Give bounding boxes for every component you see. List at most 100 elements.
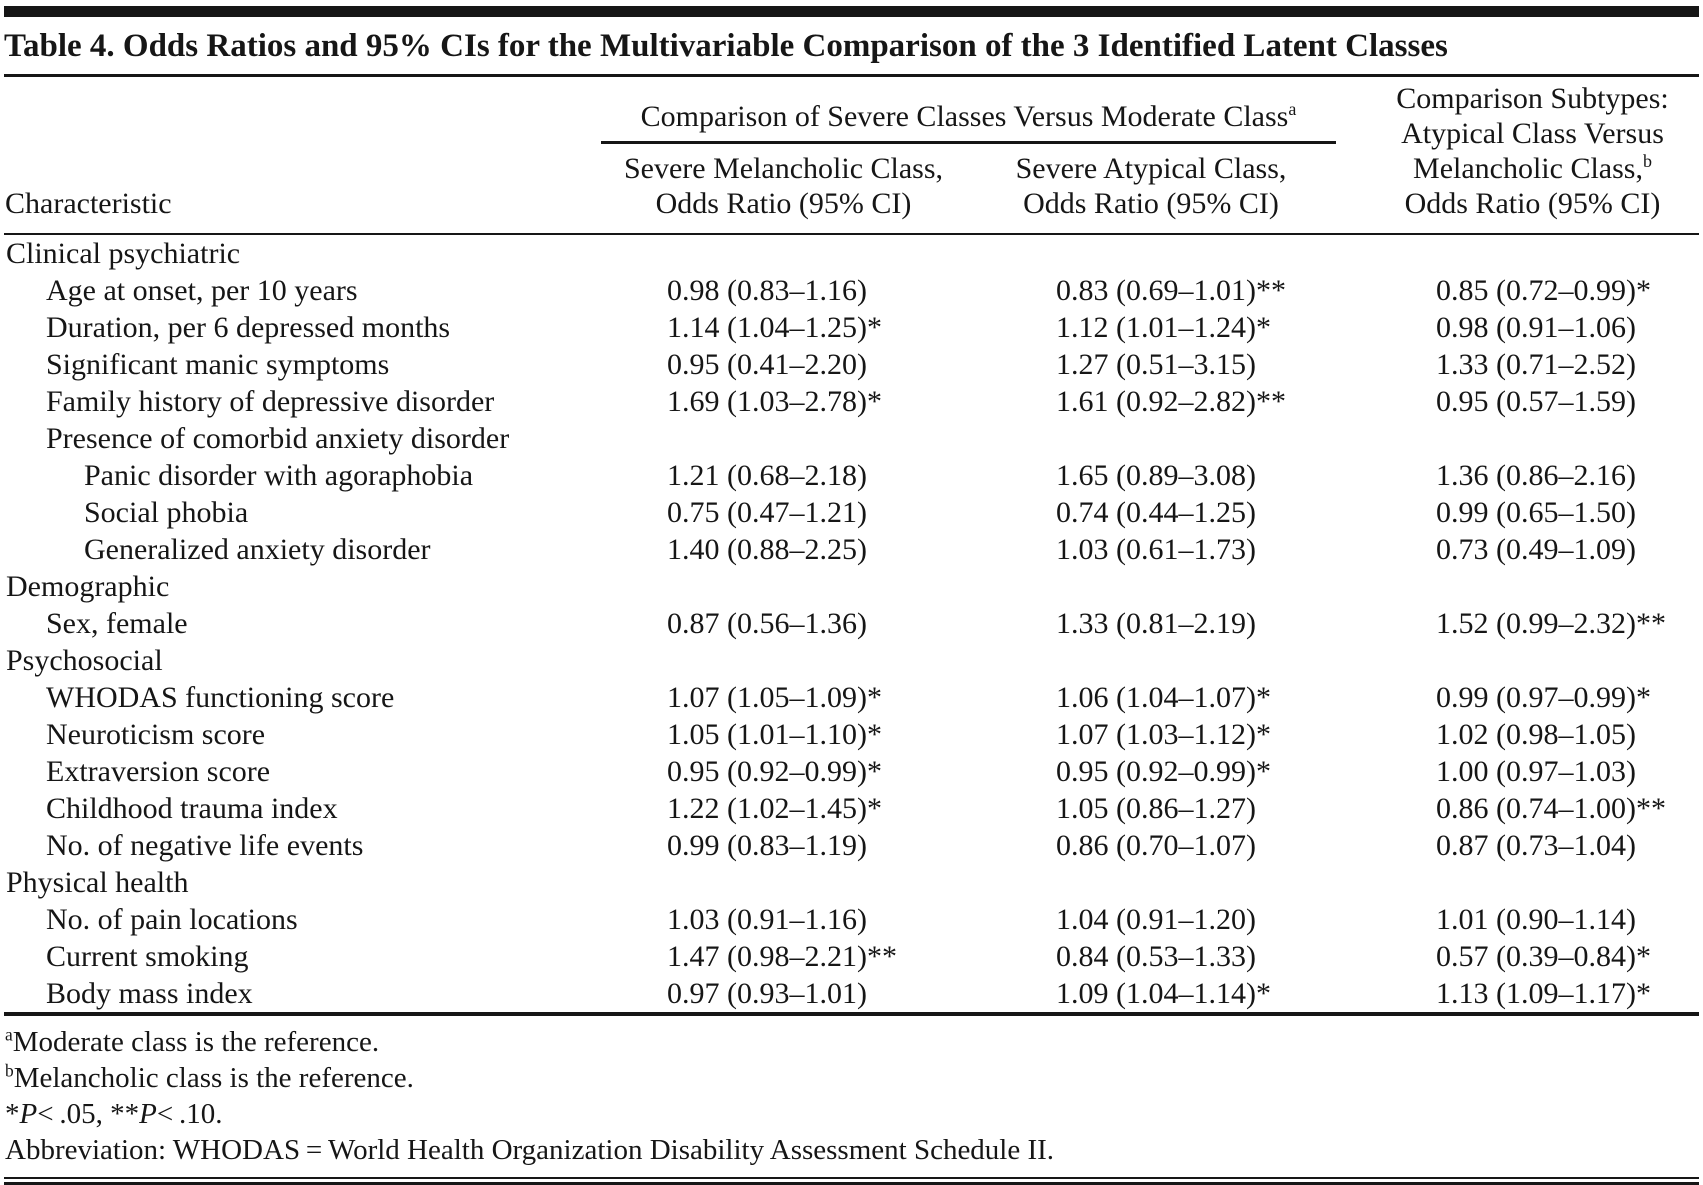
or-severe-melancholic-cell: 0.75 (0.47–1.21): [667, 496, 867, 529]
row-label: Family history of depressive disorder: [46, 385, 495, 418]
or-severe-melancholic-cell: 1.14 (1.04–1.25)*: [667, 311, 882, 344]
row-label: Generalized anxiety disorder: [84, 533, 431, 566]
footnote-b-marker: b: [1642, 151, 1652, 171]
col4-line1: Comparison Subtypes:: [1396, 82, 1669, 115]
sig-p1: P: [19, 1098, 38, 1130]
or-severe-melancholic-cell: 1.40 (0.88–2.25): [667, 533, 867, 566]
table-row: Social phobia 0.75 (0.47–1.21) 0.74 (0.4…: [4, 494, 1699, 531]
or-severe-melancholic-cell: 0.99 (0.83–1.19): [667, 829, 867, 862]
col3-line1: Severe Atypical Class,: [1015, 152, 1287, 185]
span-header-text: Comparison of Severe Classes Versus Mode…: [640, 99, 1289, 133]
or-severe-atypical-cell: 1.09 (1.04–1.14)*: [1056, 977, 1271, 1010]
or-severe-melancholic-cell: 1.07 (1.05–1.09)*: [667, 681, 882, 714]
table-row: Generalized anxiety disorder 1.40 (0.88–…: [4, 531, 1699, 568]
melancholic-column-header: Severe Melancholic Class, Odds Ratio (95…: [601, 142, 966, 235]
subtype-comparison-column-header: Comparison Subtypes: Atypical Class Vers…: [1336, 77, 1699, 235]
or-subtype-comparison-cell: 1.01 (0.90–1.14): [1436, 903, 1636, 936]
sig-star: *: [5, 1098, 20, 1130]
or-severe-melancholic-cell: 1.05 (1.01–1.10)*: [667, 718, 882, 751]
row-label: Current smoking: [46, 940, 249, 973]
or-severe-atypical-cell: 0.83 (0.69–1.01)**: [1056, 274, 1286, 307]
table-row: Age at onset, per 10 years 0.98 (0.83–1.…: [4, 272, 1699, 309]
or-severe-melancholic-cell: 0.95 (0.41–2.20): [667, 348, 867, 381]
table-row: Demographic: [4, 568, 1699, 605]
or-severe-melancholic-cell: [601, 420, 966, 457]
or-subtype-comparison-cell: 0.98 (0.91–1.06): [1436, 311, 1636, 344]
row-label: WHODAS functioning score: [46, 681, 395, 714]
row-label: Physical health: [6, 866, 189, 899]
row-label: Duration, per 6 depressed months: [46, 311, 451, 344]
row-label: Age at onset, per 10 years: [46, 274, 358, 307]
or-subtype-comparison-cell: 1.33 (0.71–2.52): [1436, 348, 1636, 381]
footnote-b-superscript: b: [5, 1060, 14, 1081]
table-row: Body mass index 0.97 (0.93–1.01) 1.09 (1…: [4, 975, 1699, 1014]
or-subtype-comparison-cell: 0.95 (0.57–1.59): [1436, 385, 1636, 418]
or-severe-melancholic-cell: 1.69 (1.03–2.78)*: [667, 385, 882, 418]
table-row: Sex, female 0.87 (0.56–1.36) 1.33 (0.81–…: [4, 605, 1699, 642]
characteristic-column-header: Characteristic: [4, 77, 601, 235]
table-row: Extraversion score 0.95 (0.92–0.99)* 0.9…: [4, 753, 1699, 790]
or-severe-melancholic-cell: 1.47 (0.98–2.21)**: [667, 940, 897, 973]
table-title: Table 4. Odds Ratios and 95% CIs for the…: [4, 17, 1699, 77]
or-severe-atypical-cell: 1.03 (0.61–1.73): [1056, 533, 1256, 566]
or-subtype-comparison-cell: [1336, 864, 1699, 901]
footnotes: aModerate class is the reference. bMelan…: [4, 1016, 1699, 1174]
table-row: No. of negative life events 0.99 (0.83–1…: [4, 827, 1699, 864]
or-severe-atypical-cell: 1.12 (1.01–1.24)*: [1056, 311, 1271, 344]
or-severe-melancholic-cell: 0.95 (0.92–0.99)*: [667, 755, 882, 788]
sig-mid: < .05, **: [37, 1098, 140, 1130]
or-subtype-comparison-cell: [1336, 420, 1699, 457]
or-subtype-comparison-cell: 0.99 (0.65–1.50): [1436, 496, 1636, 529]
or-severe-atypical-cell: 0.84 (0.53–1.33): [1056, 940, 1256, 973]
table-row: Presence of comorbid anxiety disorder: [4, 420, 1699, 457]
or-subtype-comparison-cell: 0.85 (0.72–0.99)*: [1436, 274, 1651, 307]
or-severe-atypical-cell: 1.05 (0.86–1.27): [1056, 792, 1256, 825]
or-subtype-comparison-cell: [1336, 568, 1699, 605]
col3-line2: Odds Ratio (95% CI): [1023, 187, 1279, 220]
table-row: Duration, per 6 depressed months 1.14 (1…: [4, 309, 1699, 346]
row-label: No. of pain locations: [46, 903, 298, 936]
or-severe-atypical-cell: [966, 234, 1336, 272]
row-label: No. of negative life events: [46, 829, 364, 862]
or-subtype-comparison-cell: 0.86 (0.74–1.00)**: [1436, 792, 1666, 825]
row-label: Social phobia: [84, 496, 249, 529]
table-row: Physical health: [4, 864, 1699, 901]
or-subtype-comparison-cell: 1.00 (0.97–1.03): [1436, 755, 1636, 788]
severe-vs-moderate-span-header: Comparison of Severe Classes Versus Mode…: [601, 77, 1336, 144]
table-header: Characteristic Comparison of Severe Clas…: [4, 77, 1699, 235]
footnote-b: bMelancholic class is the reference.: [5, 1060, 1699, 1096]
col2-line2: Odds Ratio (95% CI): [655, 187, 912, 220]
or-subtype-comparison-cell: [1336, 234, 1699, 272]
or-subtype-comparison-cell: [1336, 642, 1699, 679]
row-label: Significant manic symptoms: [46, 348, 390, 381]
footnote-b-text: Melancholic class is the reference.: [13, 1062, 414, 1094]
or-severe-atypical-cell: 1.04 (0.91–1.20): [1056, 903, 1256, 936]
or-severe-atypical-cell: [966, 864, 1336, 901]
footnote-significance: *P< .05, **P< .10.: [5, 1096, 1699, 1132]
row-label: Clinical psychiatric: [6, 237, 241, 270]
or-severe-atypical-cell: 1.06 (1.04–1.07)*: [1056, 681, 1271, 714]
or-subtype-comparison-cell: 0.73 (0.49–1.09): [1436, 533, 1636, 566]
row-label: Neuroticism score: [46, 718, 266, 751]
table-body: Clinical psychiatric Age at onset, per 1…: [4, 234, 1699, 1014]
atypical-column-header: Severe Atypical Class, Odds Ratio (95% C…: [966, 142, 1336, 235]
or-severe-melancholic-cell: 1.21 (0.68–2.18): [667, 459, 867, 492]
table-row: Significant manic symptoms 0.95 (0.41–2.…: [4, 346, 1699, 383]
table-row: Psychosocial: [4, 642, 1699, 679]
col4-line3: Melancholic Class,: [1413, 152, 1643, 185]
col2-line1: Severe Melancholic Class,: [623, 152, 944, 185]
or-severe-atypical-cell: 0.86 (0.70–1.07): [1056, 829, 1256, 862]
or-subtype-comparison-cell: 1.13 (1.09–1.17)*: [1436, 977, 1651, 1010]
table-row: Current smoking 1.47 (0.98–2.21)** 0.84 …: [4, 938, 1699, 975]
table-row: Neuroticism score 1.05 (1.01–1.10)* 1.07…: [4, 716, 1699, 753]
or-severe-atypical-cell: 1.27 (0.51–3.15): [1056, 348, 1256, 381]
footnote-abbreviation: Abbreviation: WHODAS = World Health Orga…: [5, 1134, 1055, 1166]
or-severe-melancholic-cell: 1.22 (1.02–1.45)*: [667, 792, 882, 825]
col4-line2: Atypical Class Versus: [1401, 117, 1664, 150]
row-label: Childhood trauma index: [46, 792, 338, 825]
or-severe-atypical-cell: 1.65 (0.89–3.08): [1056, 459, 1256, 492]
or-severe-melancholic-cell: 0.87 (0.56–1.36): [667, 607, 867, 640]
or-subtype-comparison-cell: 1.02 (0.98–1.05): [1436, 718, 1636, 751]
sig-p2: P: [139, 1098, 157, 1130]
